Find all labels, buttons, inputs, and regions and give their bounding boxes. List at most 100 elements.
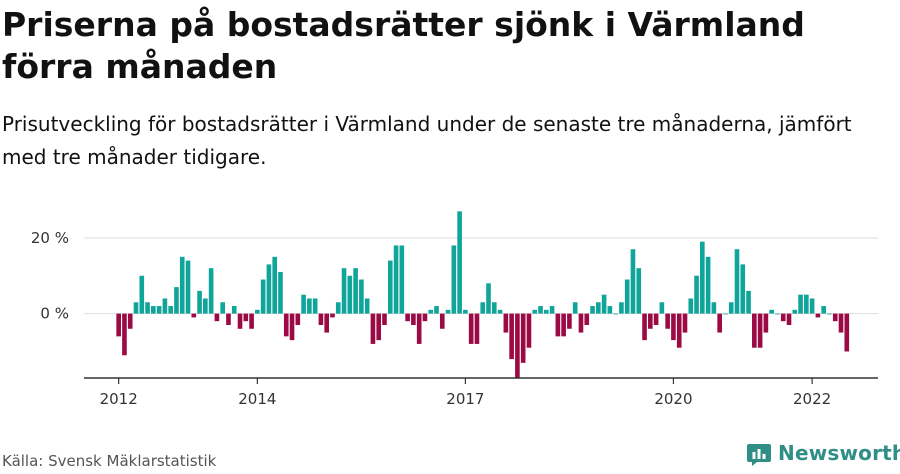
bar <box>393 245 399 314</box>
bar <box>619 302 624 314</box>
bar <box>289 313 295 341</box>
y-tick-label: 20 % <box>31 229 69 247</box>
bar <box>457 211 462 314</box>
bar <box>399 245 405 314</box>
bar <box>567 313 572 329</box>
bar <box>255 309 260 314</box>
bar <box>139 275 145 314</box>
bar <box>832 313 838 322</box>
bar <box>312 298 318 314</box>
bar <box>387 260 393 314</box>
bar <box>347 275 353 314</box>
brand-name: Newsworthy <box>778 441 900 465</box>
bar <box>636 268 642 314</box>
bar <box>624 279 630 314</box>
bar <box>717 313 722 333</box>
bar <box>301 294 306 314</box>
bar <box>382 313 387 325</box>
bar <box>237 313 243 329</box>
bar <box>804 294 809 314</box>
bar <box>208 268 214 314</box>
bar <box>133 302 139 314</box>
bar <box>174 287 179 314</box>
bar <box>353 268 358 314</box>
bar <box>416 313 422 344</box>
bar <box>434 306 439 314</box>
bar <box>439 313 445 329</box>
bar <box>659 302 665 314</box>
bar <box>827 313 832 315</box>
bar <box>463 309 468 314</box>
bar <box>295 313 301 325</box>
bar <box>451 245 457 314</box>
bar <box>688 298 694 314</box>
bar <box>676 313 682 348</box>
bar <box>543 309 549 314</box>
x-tick-label: 2022 <box>793 390 831 408</box>
bar <box>775 313 780 315</box>
bar <box>809 298 815 314</box>
newsworthy-logo-icon <box>747 444 771 466</box>
bar <box>249 313 254 329</box>
bar <box>653 313 659 325</box>
bar <box>474 313 480 344</box>
bar-chart: 0 % 20 % 2012 2014 2017 2020 2022 -10 % <box>31 190 881 408</box>
bar <box>278 271 283 314</box>
bar <box>555 313 561 337</box>
bar <box>145 302 150 314</box>
last-value-annotation: -10 % <box>837 190 881 194</box>
bar <box>503 313 509 333</box>
bar <box>162 298 168 314</box>
bar <box>318 313 324 325</box>
bar <box>607 306 613 314</box>
bar <box>757 313 763 348</box>
bar <box>538 306 543 314</box>
bar <box>116 313 121 337</box>
bar <box>122 313 127 356</box>
brand-logo[interactable]: Newsworthy <box>746 440 900 466</box>
bar <box>665 313 670 329</box>
bar <box>769 309 774 314</box>
bar <box>740 264 746 314</box>
bar <box>746 290 751 314</box>
bar <box>428 309 434 314</box>
bar <box>364 298 370 314</box>
bar <box>700 241 705 314</box>
bar <box>191 313 197 318</box>
bar <box>226 313 231 325</box>
bar <box>370 313 376 344</box>
source-note: Källa: Svensk Mäklarstatistik <box>2 452 217 470</box>
bar <box>203 298 208 314</box>
bar <box>549 306 555 314</box>
chart-title: Priserna på bostadsrätter sjönk i Värmla… <box>2 5 805 86</box>
bar <box>578 313 584 333</box>
bar <box>468 313 474 344</box>
bar <box>786 313 792 325</box>
bar <box>266 264 272 314</box>
bar <box>844 313 850 352</box>
bar <box>341 268 347 314</box>
bar <box>613 313 618 315</box>
bar <box>197 290 202 314</box>
bar <box>411 313 416 325</box>
bar <box>526 313 532 348</box>
bar <box>151 306 156 314</box>
bar <box>642 313 647 341</box>
bar <box>509 313 514 360</box>
bar <box>671 313 676 341</box>
bar <box>359 279 364 314</box>
bar <box>590 306 595 314</box>
bar <box>694 275 699 314</box>
bar <box>497 309 503 314</box>
bar <box>330 313 335 318</box>
chart-subtitle: Prisutveckling för bostadsrätter i Värml… <box>2 112 852 169</box>
bar <box>723 313 728 315</box>
bar <box>405 313 410 322</box>
bar <box>648 313 653 329</box>
bar <box>168 306 173 314</box>
bar <box>630 249 636 314</box>
bar <box>792 309 798 314</box>
bar <box>601 294 607 314</box>
bar <box>491 302 497 314</box>
x-tick-label: 2017 <box>446 390 484 408</box>
